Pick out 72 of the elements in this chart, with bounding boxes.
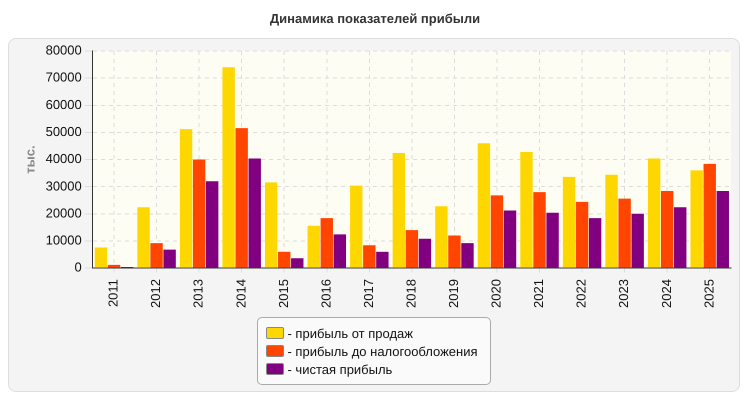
- bar: [137, 207, 150, 268]
- bar: [392, 153, 406, 268]
- bar: [674, 207, 686, 268]
- bar: [222, 67, 235, 268]
- x-tick-label: 2017: [360, 279, 376, 308]
- y-tick-label: 40000: [46, 151, 82, 166]
- bar: [418, 238, 432, 268]
- x-tick-label: 2022: [574, 279, 589, 308]
- legend-label: - чистая прибыль: [287, 362, 392, 376]
- bar: [180, 129, 192, 268]
- x-tick-label: 2023: [616, 279, 632, 308]
- x-tick-label: 2025: [701, 279, 716, 308]
- x-tick-label: 2020: [488, 279, 504, 308]
- bar: [588, 218, 602, 268]
- bar: [660, 191, 674, 268]
- bar: [576, 202, 588, 268]
- bar: [350, 186, 362, 268]
- bar: [163, 250, 176, 268]
- y-tick-label: 30000: [46, 178, 82, 194]
- bar: [334, 234, 346, 268]
- bar: [235, 128, 248, 268]
- y-axis-title: тыс.: [22, 145, 38, 174]
- bar: [716, 191, 729, 268]
- x-tick-label: 2015: [276, 279, 291, 308]
- bar: [448, 236, 461, 268]
- bar: [478, 143, 490, 268]
- bar: [406, 230, 418, 268]
- y-tick-label: 20000: [46, 205, 82, 220]
- bar: [461, 243, 474, 268]
- y-tick-label: 10000: [46, 232, 82, 248]
- x-tick-label: 2016: [318, 279, 334, 308]
- bar: [248, 158, 261, 268]
- y-tick-label: 70000: [46, 70, 82, 85]
- legend-label: - прибыль от продаж: [287, 326, 413, 340]
- y-tick-label: 80000: [46, 42, 82, 58]
- bar: [308, 226, 320, 268]
- bar: [192, 160, 206, 268]
- bar: [490, 195, 504, 268]
- x-tick-label: 2024: [658, 279, 674, 308]
- x-tick-label: 2019: [446, 279, 462, 308]
- bar: [291, 258, 304, 268]
- bar: [631, 214, 644, 268]
- x-tick-label: 2014: [233, 279, 248, 308]
- y-tick-label: 60000: [46, 96, 82, 112]
- bar: [94, 247, 108, 268]
- x-tick-label: 2011: [106, 279, 121, 308]
- bar: [690, 170, 703, 268]
- bar: [546, 212, 559, 268]
- chart-title: Динамика показателей прибыли: [268, 10, 482, 28]
- bar: [363, 245, 376, 268]
- bar: [648, 158, 660, 268]
- bar: [618, 198, 631, 268]
- bar: [206, 181, 218, 268]
- x-tick-label: 2013: [190, 279, 206, 308]
- bar: [435, 206, 448, 268]
- bar: [504, 210, 516, 268]
- bar: [605, 174, 618, 268]
- bar: [150, 243, 163, 268]
- bar: [278, 252, 290, 268]
- bar: [320, 218, 333, 268]
- bar: [264, 182, 278, 268]
- bar: [704, 164, 716, 268]
- legend-label: - прибыль до налогообложения: [287, 344, 478, 358]
- y-tick-label: 0: [74, 260, 82, 275]
- bar: [533, 192, 546, 268]
- x-tick-label: 2021: [531, 279, 546, 308]
- bar: [562, 176, 576, 268]
- x-tick-label: 2012: [148, 279, 164, 308]
- bar: [376, 252, 389, 268]
- bar: [520, 152, 533, 268]
- x-tick-label: 2018: [403, 279, 418, 308]
- y-tick-label: 50000: [46, 124, 82, 139]
